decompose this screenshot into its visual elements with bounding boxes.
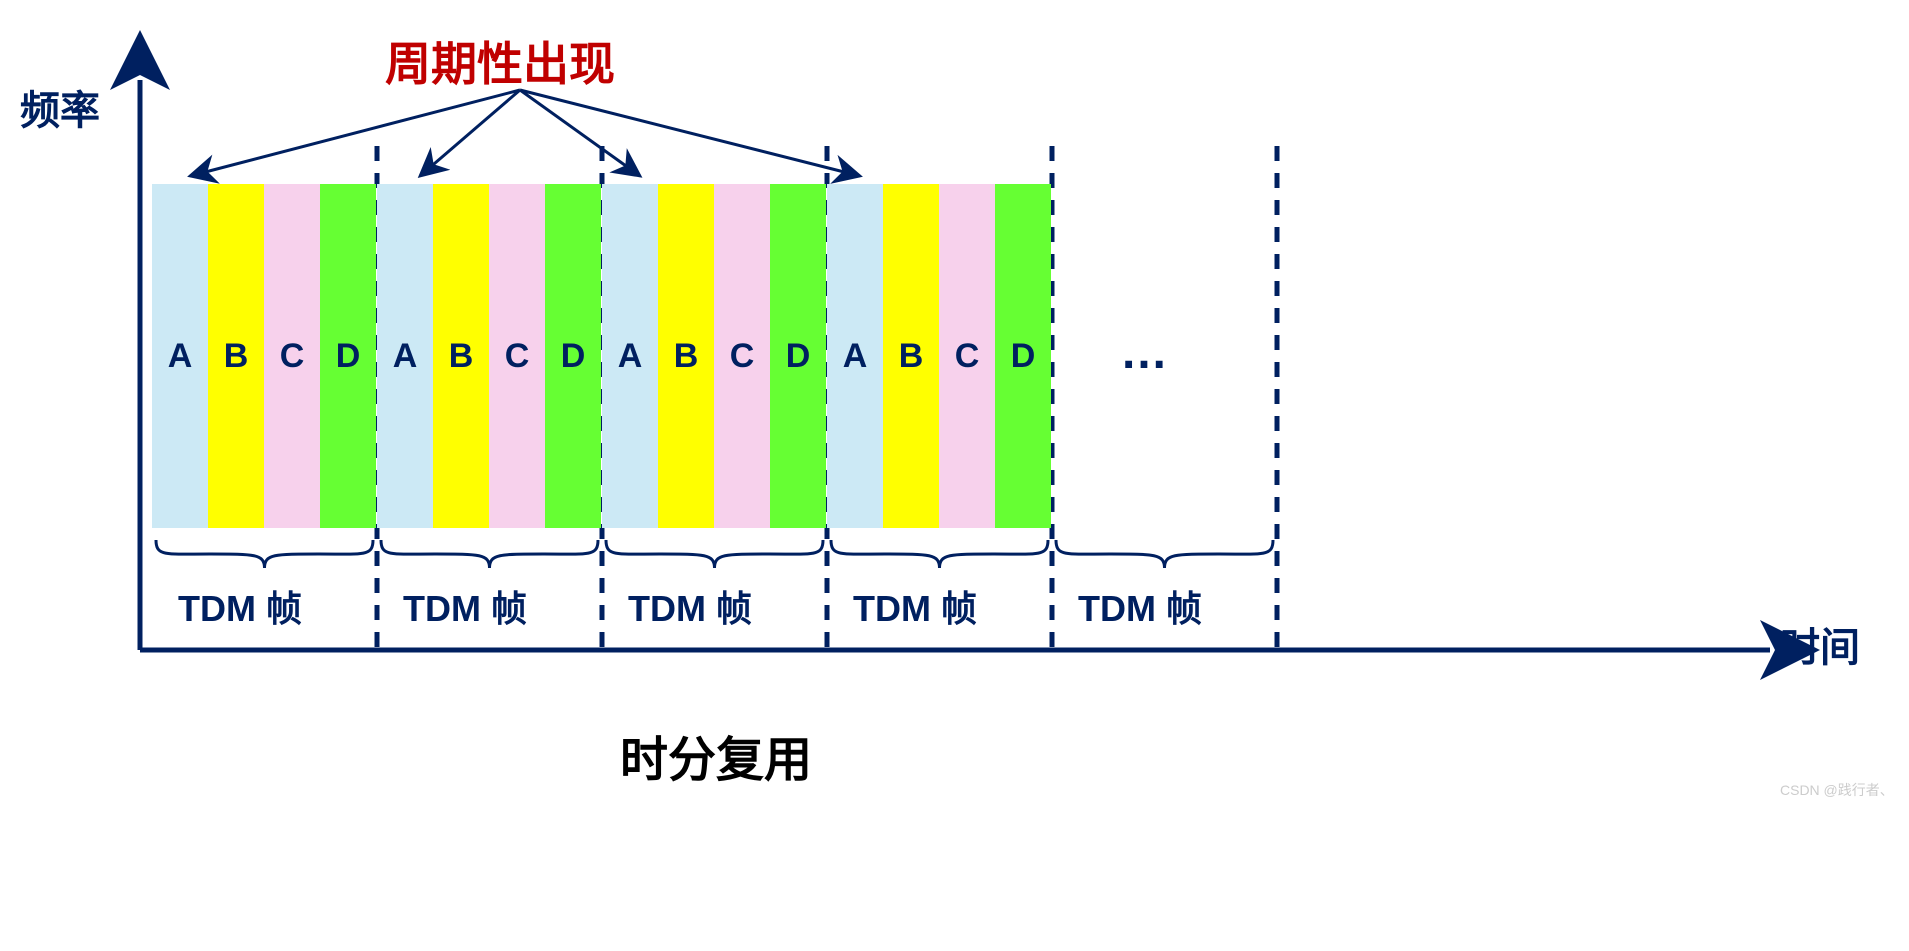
- slot-d: D: [545, 184, 601, 528]
- tdm-frame-1: ABCD: [377, 184, 601, 528]
- slot-b: B: [883, 184, 939, 528]
- watermark: CSDN @践行者、: [1780, 780, 1894, 800]
- x-axis-label: 时间: [1780, 615, 1860, 673]
- slot-a: A: [827, 184, 883, 528]
- frame-label-3: TDM 帧: [853, 580, 977, 632]
- tdm-frame-0: ABCD: [152, 184, 376, 528]
- main-title: 时分复用: [620, 720, 812, 790]
- slot-b: B: [208, 184, 264, 528]
- y-axis-label: 频率: [20, 78, 100, 136]
- brace-3: [831, 540, 1048, 568]
- tdm-frame-3: ABCD: [827, 184, 1051, 528]
- frame-label-0: TDM 帧: [178, 580, 302, 632]
- pointer-arrow-3: [520, 90, 860, 176]
- slot-a: A: [602, 184, 658, 528]
- frame-label-4: TDM 帧: [1078, 580, 1202, 632]
- slot-b: B: [658, 184, 714, 528]
- pointer-arrow-2: [520, 90, 640, 176]
- brace-1: [381, 540, 598, 568]
- slot-c: C: [489, 184, 545, 528]
- slot-c: C: [264, 184, 320, 528]
- slot-c: C: [939, 184, 995, 528]
- brace-2: [606, 540, 823, 568]
- slot-a: A: [152, 184, 208, 528]
- brace-4: [1056, 540, 1273, 568]
- slot-d: D: [770, 184, 826, 528]
- periodic-title: 周期性出现: [385, 28, 615, 94]
- slot-c: C: [714, 184, 770, 528]
- frame-label-1: TDM 帧: [403, 580, 527, 632]
- slot-d: D: [320, 184, 376, 528]
- tdm-frame-2: ABCD: [602, 184, 826, 528]
- brace-0: [156, 540, 373, 568]
- ellipsis: …: [1120, 325, 1168, 380]
- slot-a: A: [377, 184, 433, 528]
- slot-d: D: [995, 184, 1051, 528]
- slot-b: B: [433, 184, 489, 528]
- frame-label-2: TDM 帧: [628, 580, 752, 632]
